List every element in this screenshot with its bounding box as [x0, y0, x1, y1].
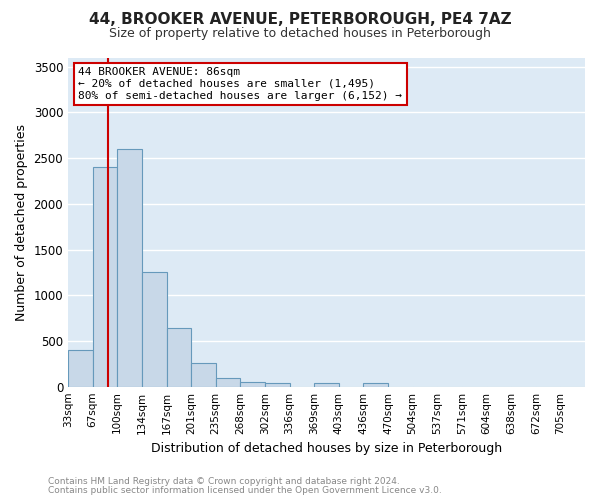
Text: Size of property relative to detached houses in Peterborough: Size of property relative to detached ho… [109, 28, 491, 40]
Bar [68, 350, 92, 387]
Bar [142, 272, 167, 386]
Text: Contains public sector information licensed under the Open Government Licence v3: Contains public sector information licen… [48, 486, 442, 495]
Text: Contains HM Land Registry data © Crown copyright and database right 2024.: Contains HM Land Registry data © Crown c… [48, 477, 400, 486]
Bar [216, 378, 241, 386]
Bar [364, 384, 388, 386]
Text: 44 BROOKER AVENUE: 86sqm
← 20% of detached houses are smaller (1,495)
80% of sem: 44 BROOKER AVENUE: 86sqm ← 20% of detach… [79, 68, 403, 100]
Bar [191, 363, 216, 386]
Bar [241, 382, 265, 386]
Text: 44, BROOKER AVENUE, PETERBOROUGH, PE4 7AZ: 44, BROOKER AVENUE, PETERBOROUGH, PE4 7A… [89, 12, 511, 28]
Bar [314, 384, 339, 386]
Bar [117, 149, 142, 386]
X-axis label: Distribution of detached houses by size in Peterborough: Distribution of detached houses by size … [151, 442, 502, 455]
Bar [265, 384, 290, 386]
Bar [167, 328, 191, 386]
Y-axis label: Number of detached properties: Number of detached properties [15, 124, 28, 320]
Bar [92, 167, 117, 386]
